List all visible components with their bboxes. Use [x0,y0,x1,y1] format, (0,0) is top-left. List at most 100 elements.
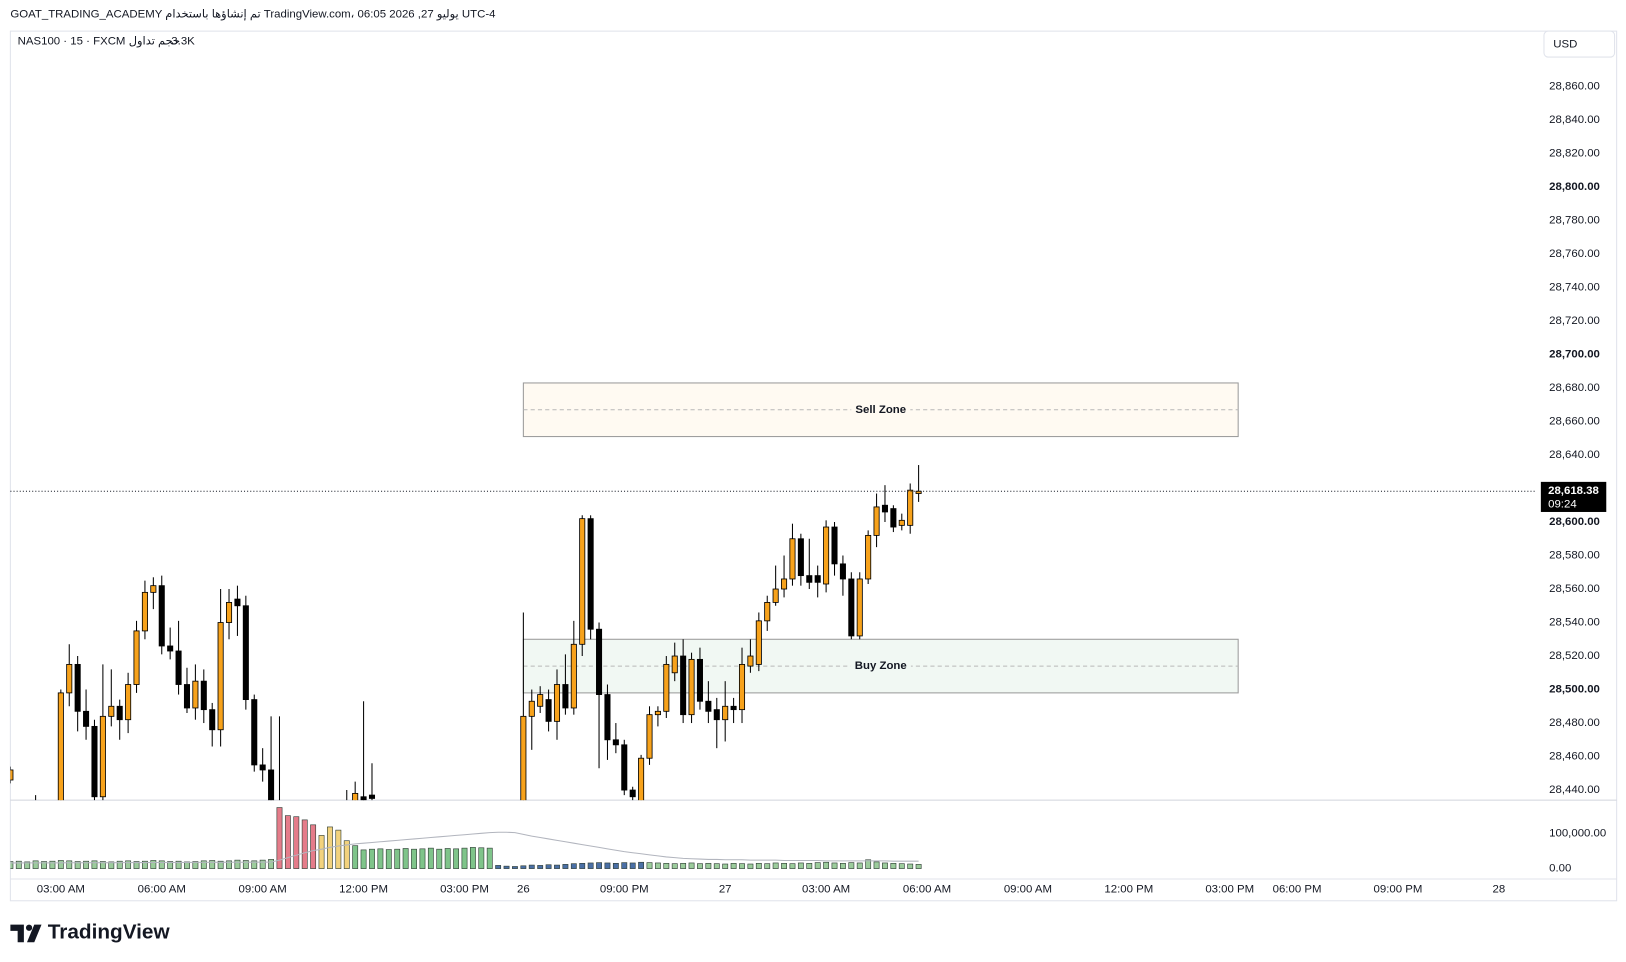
y-tick-label: 28,820.00 [1549,147,1600,159]
currency-button[interactable] [1543,30,1616,58]
volume-bar [293,816,300,869]
volume-bar [764,863,771,869]
volume-bar [318,835,325,869]
volume-bar [377,848,384,869]
volume-bar [369,848,375,869]
candle-body [604,694,611,741]
volume-bar [343,840,350,869]
candle-body [74,663,81,712]
volume-bar [739,863,745,869]
volume-bar [226,860,232,869]
volume-bar [200,860,207,869]
candle-body [730,705,737,711]
volume-bar [469,847,476,869]
volume-bar [612,862,619,869]
volume-bar [49,860,56,869]
volume-bar [629,862,636,869]
brand: TradingView [48,920,171,943]
volume-bar [142,860,148,869]
volume-bar [402,848,409,869]
candle-body [596,628,603,695]
candle-body [226,602,233,623]
candle-body [150,585,157,593]
y-tick-label: 28,740.00 [1549,281,1600,293]
y-tick-label: 28,500.00 [1549,684,1600,696]
volume-bar [133,861,140,869]
volume-bar [520,865,527,869]
volume-ma-line [10,831,919,864]
volume-bar [722,863,729,869]
volume-bar [848,862,855,869]
volume-bar [781,862,787,869]
volume-bar [276,807,283,869]
volume-bar [352,845,359,869]
volume-bar [175,860,182,869]
candle-body [831,526,838,565]
candle-body [881,504,888,513]
y-tick-label: 28,840.00 [1549,114,1600,126]
volume-bar [621,862,628,869]
volume-bar [663,862,670,869]
candle-body [175,650,182,685]
volume-tick-label: 100,000.00 [1549,827,1606,839]
candle-body [839,563,846,580]
candle-body [587,518,594,630]
volume-bar [360,849,367,869]
volume-bar [823,861,830,869]
volume-bar [32,860,39,869]
candle-body [251,699,258,766]
candle-body [528,700,535,717]
volume-bar [251,860,258,869]
volume-bar [554,864,560,869]
y-tick-label: 28,760.00 [1549,248,1600,260]
axes: 28,440.00 28,460.00 28,480.00 28,500.00 28,5… [10,80,1606,895]
volume-bar [116,860,123,869]
volume-bar [806,862,813,869]
candle-body [638,757,645,801]
candle-body [99,715,106,798]
candle-body [570,643,577,709]
candle-body [108,705,115,717]
volume-bar [814,862,821,869]
volume-bar [646,862,653,869]
volume-bar [66,860,73,869]
candle-body [629,789,636,798]
candle-body [621,744,628,791]
volume-bar [217,860,224,869]
x-tick-label: 03:00 AM [802,883,850,895]
attribution: GOAT_TRADING_ACADEMY تم إنشاؤها باستخدام… [10,9,496,22]
volume-bar [688,862,695,869]
y-tick-label: 28,640.00 [1549,449,1600,461]
volume-bar [10,861,14,869]
y-tick-label: 28,520.00 [1549,650,1600,662]
candle-body [654,710,661,716]
volume-bar [184,861,190,869]
candle-body [705,700,712,712]
candle-body [537,694,544,707]
volume-bar [259,859,266,869]
candle-body [772,588,779,603]
volume-bar [57,860,64,869]
volume-bar [789,863,796,869]
chart-frame [9,30,1618,902]
volume-bar [596,862,602,869]
price-pane: Sell Zone Buy Zone [10,382,1239,801]
volume-bar [83,860,89,869]
candle-body [183,684,191,709]
y-tick-label: 28,480.00 [1549,717,1600,729]
volume-bar [856,862,863,869]
x-tick-label: 26 [517,883,530,895]
volume-bar [865,859,872,869]
volume-bar [755,862,762,869]
volume-bar [562,864,569,869]
y-tick-label: 28,540.00 [1549,617,1600,629]
volume-bar [654,862,661,869]
currency[interactable]: USD [1553,39,1577,51]
volume-bar [310,824,317,869]
candle-body [823,526,830,585]
y-tick-label: 28,780.00 [1549,214,1600,226]
x-tick-label: 27 [719,883,732,895]
zone-label: Buy Zone [855,660,907,672]
y-tick-label: 28,580.00 [1549,550,1600,562]
volume-pane [10,807,922,869]
